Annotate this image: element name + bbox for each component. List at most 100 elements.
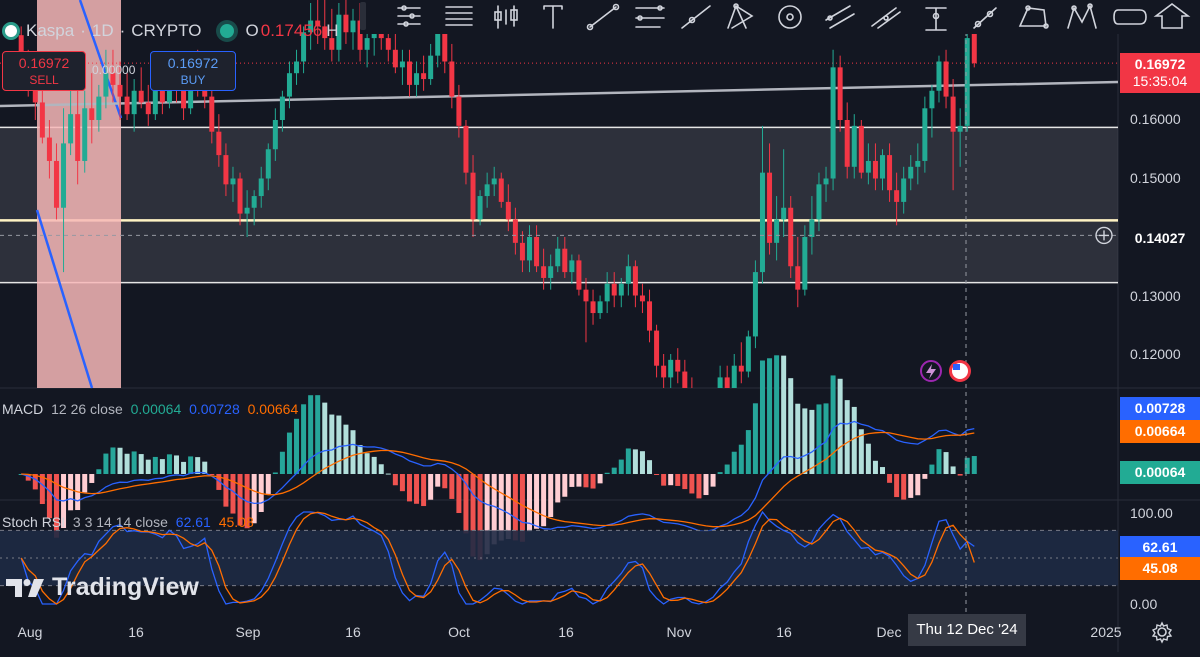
symbol-header[interactable]: Kaspa · 1D · CRYPTO O 0.17456 H: [0, 18, 338, 44]
sell-button[interactable]: 0.16972 SELL: [2, 51, 86, 91]
macd-histogram-bar: [880, 467, 885, 474]
y-tick-label: 0.15000: [1130, 170, 1181, 186]
candle-body: [470, 172, 476, 220]
trend-line-tools-icon[interactable]: [397, 5, 421, 27]
text-icon[interactable]: [543, 5, 563, 29]
macd-histogram-bar: [675, 474, 681, 486]
macd-histogram-bar: [604, 472, 610, 474]
interval-label[interactable]: 1D: [91, 21, 114, 40]
candle-body: [837, 67, 843, 120]
candle-body: [152, 90, 158, 115]
candle-body: [590, 301, 596, 314]
x-tick-label: Dec: [876, 624, 902, 640]
market-open-status-icon: [219, 24, 234, 38]
candle-body: [308, 20, 314, 33]
macd-histogram-bar: [625, 448, 631, 474]
last-price-tag: 0.16972 15:35:04: [1120, 53, 1200, 93]
macd-histogram-bar: [25, 474, 31, 481]
macd-line: [21, 420, 975, 532]
macd-histogram-bar: [223, 474, 229, 507]
channel-icon[interactable]: [825, 5, 855, 29]
macd-histogram-bar: [781, 355, 787, 474]
candle-body: [428, 55, 434, 80]
macd-histogram-bar: [68, 474, 74, 511]
pitchfork-icon[interactable]: [727, 3, 754, 29]
macd-hist-value: 0.00064: [130, 401, 182, 417]
candle-body: [286, 73, 292, 97]
buy-price: 0.16972: [167, 55, 219, 71]
macd-histogram-bar: [971, 456, 977, 474]
macd-histogram-bar: [745, 430, 751, 474]
macd-histogram-bar: [569, 474, 575, 487]
rectangle-rounded-icon[interactable]: [1113, 9, 1147, 25]
macd-histogram-bar: [322, 402, 328, 474]
macd-histogram-bar: [279, 451, 285, 474]
candle-body: [251, 196, 257, 208]
ohlc-open-value: 0.17456: [260, 21, 323, 40]
circle-icon[interactable]: [778, 5, 802, 29]
macd-histogram-bar: [759, 360, 765, 474]
candle-body: [329, 38, 335, 50]
stoch-k-line: [20, 510, 975, 605]
horizontal-lines-icon[interactable]: [445, 6, 473, 26]
macd-histogram-bar: [32, 474, 38, 490]
candle-body: [915, 160, 921, 167]
macd-histogram-bar: [929, 464, 935, 474]
macd-histogram-bar: [618, 459, 624, 474]
candle-body: [463, 125, 469, 173]
macd-histogram-bar: [230, 474, 236, 514]
macd-line-tag: 0.00728: [1120, 397, 1200, 420]
macd-histogram-bar: [816, 404, 822, 474]
macd-histogram-bar: [329, 414, 335, 474]
line-icon[interactable]: [586, 3, 620, 31]
candle-body: [625, 266, 631, 284]
settings-gear-icon[interactable]: [1150, 620, 1174, 644]
macd-histogram-bar: [639, 451, 645, 474]
candle-body: [724, 377, 730, 388]
macd-histogram-bar: [562, 474, 568, 497]
macd-histogram-bar: [110, 447, 116, 474]
candle-body: [682, 371, 688, 388]
xabcd-icon[interactable]: [1067, 3, 1097, 29]
candle-body: [96, 96, 102, 120]
y-tick-label: 0.12000: [1130, 346, 1181, 362]
candle-body: [442, 26, 448, 62]
candle-body: [908, 166, 914, 179]
polygon-icon[interactable]: [1018, 5, 1049, 29]
macd-histogram-bar: [272, 472, 278, 474]
candle-body: [922, 108, 928, 161]
macd-histogram-bar: [767, 358, 773, 474]
stoch-d-tag-value: 45.08: [1142, 560, 1178, 576]
candle-body: [717, 377, 723, 388]
macd-histogram-bar: [181, 461, 187, 474]
buy-button[interactable]: 0.16972 BUY: [150, 51, 236, 91]
macd-histogram-bar: [738, 444, 744, 474]
vertical-line-icon[interactable]: [925, 7, 947, 31]
macd-legend[interactable]: MACD 12 26 close 0.00064 0.00728 0.00664: [2, 401, 298, 417]
brush-icon[interactable]: [871, 7, 901, 29]
stoch-rsi-legend[interactable]: Stoch RSI 3 3 14 14 close 62.61 45.08: [2, 514, 254, 530]
symbol-name[interactable]: Kaspa: [26, 21, 75, 40]
macd-histogram-bar: [188, 456, 194, 474]
crosshair-date-tag: Thu 12 Dec '24: [908, 614, 1026, 646]
macd-histogram-bar: [442, 474, 448, 489]
candle-body: [802, 237, 808, 290]
parallel-channel-icon[interactable]: [635, 5, 665, 28]
candle-body: [61, 143, 67, 208]
candle-body: [901, 178, 907, 202]
candle-body: [138, 90, 144, 103]
macd-hist-tag-value: 0.00064: [1134, 464, 1186, 480]
y-tick-label: 0.13000: [1130, 288, 1181, 304]
path-icon[interactable]: [973, 7, 997, 29]
macd-line-value: 0.00728: [189, 401, 240, 417]
tradingview-watermark[interactable]: TradingView: [6, 573, 199, 602]
macd-histogram-bar: [823, 403, 829, 474]
candle-body: [421, 73, 427, 80]
ray-icon[interactable]: [681, 5, 711, 29]
arrow-up-icon[interactable]: [1153, 3, 1191, 29]
candle-body: [124, 96, 130, 115]
bar-pattern-icon[interactable]: [494, 5, 518, 29]
toolbar-drag-handle-icon[interactable]: [360, 2, 366, 30]
macd-histogram-bar: [752, 403, 758, 474]
